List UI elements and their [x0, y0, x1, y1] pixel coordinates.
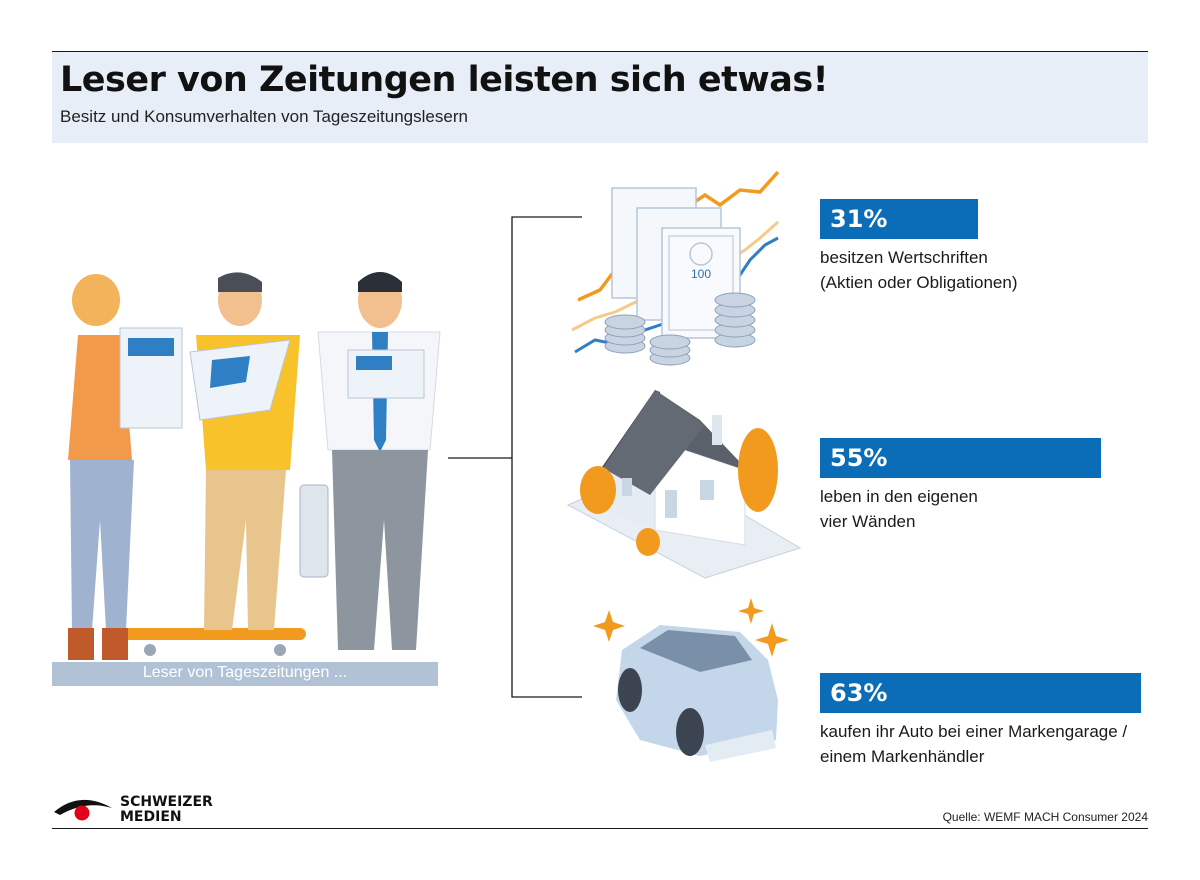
page-subtitle: Besitz und Konsumverhalten von Tageszeit…: [60, 107, 468, 126]
stat-bar: 63%: [820, 673, 1142, 713]
stat-car-dealer: 63% kaufen ihr Auto bei einer Markengara…: [820, 673, 1142, 769]
stat-description-line: vier Wänden: [820, 512, 916, 531]
bottom-rule: [52, 828, 1148, 829]
readers-band: [52, 662, 438, 686]
logo-text: SCHWEIZER MEDIEN: [120, 795, 213, 825]
page-title: Leser von Zeitungen leisten sich etwas!: [60, 60, 829, 100]
stat-value-label: 63%: [830, 679, 888, 707]
stat-home-ownership: 55% leben in den eigenen vier Wänden: [820, 438, 1101, 534]
logo-line: MEDIEN: [120, 809, 182, 825]
logo-line: SCHWEIZER: [120, 794, 213, 810]
securities-icon: 100: [571, 170, 780, 366]
stat-description: kaufen ihr Auto bei einer Markengarage /…: [820, 719, 1141, 769]
readers-label: Leser von Tageszeitungen ...: [142, 664, 348, 681]
logo-mark: [54, 799, 112, 821]
stat-value-label: 31%: [830, 205, 888, 233]
stat-description-line: (Aktien oder Obligationen): [820, 273, 1018, 292]
bracket-connector: [448, 216, 582, 698]
stat-description-line: kaufen ihr Auto bei einer Markengarage /: [820, 722, 1128, 741]
source-note: Quelle: WEMF MACH Consumer 2024: [942, 810, 1148, 824]
stat-bar: 31%: [820, 199, 979, 239]
stat-description: besitzen Wertschriften (Aktien oder Obli…: [820, 245, 1018, 295]
svg-text:100: 100: [691, 267, 711, 281]
house-icon: [566, 390, 802, 579]
stat-description-line: einem Markenhändler: [820, 747, 985, 766]
stat-value-label: 55%: [830, 444, 888, 472]
people-illustration: [68, 272, 441, 660]
header-band: [52, 52, 1148, 143]
stat-description-line: leben in den eigenen: [820, 487, 978, 506]
stat-bar: 55%: [820, 438, 1101, 478]
car-icon: [593, 598, 789, 762]
stat-description: leben in den eigenen vier Wänden: [820, 484, 1101, 534]
stat-securities: 31% besitzen Wertschriften (Aktien oder …: [820, 199, 1018, 295]
stat-description-line: besitzen Wertschriften: [820, 248, 988, 267]
top-rule: [52, 51, 1148, 52]
